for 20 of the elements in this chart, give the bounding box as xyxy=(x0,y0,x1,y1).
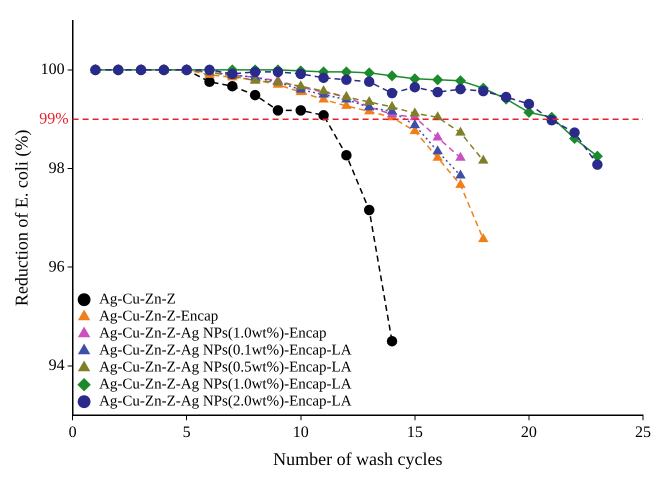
legend-label: Ag-Cu-Zn-Z-Ag NPs(1.0wt%)-Encap xyxy=(99,326,327,342)
legend-label: Ag-Cu-Zn-Z-Ag NPs(0.1wt%)-Encap-LA xyxy=(99,342,352,359)
y-tick-label: 100 xyxy=(40,61,65,78)
legend-label: Ag-Cu-Zn-Z xyxy=(99,292,176,308)
legend-label: Ag-Cu-Zn-Z-Ag NPs(1.0wt%)-Encap-LA xyxy=(99,376,352,393)
legend-label: Ag-Cu-Zn-Z-Ag NPs(0.5wt%)-Encap-LA xyxy=(99,360,352,376)
legend-label: Ag-Cu-Zn-Z-Ag NPs(2.0wt%)-Encap-LA xyxy=(99,394,352,410)
y-axis-title: Reduction of E. coli (%) xyxy=(12,130,32,306)
x-tick-label: 10 xyxy=(292,424,309,442)
x-tick-label: 25 xyxy=(635,424,651,442)
x-tick-label: 5 xyxy=(182,424,191,442)
x-axis-title: Number of wash cycles xyxy=(273,448,443,469)
x-tick-label: 0 xyxy=(68,424,77,442)
x-tick-label: 15 xyxy=(406,424,423,442)
x-tick-label: 20 xyxy=(520,424,537,442)
y-tick-label: 96 xyxy=(48,258,65,276)
ref-line-label: 99% xyxy=(39,110,69,128)
y-tick-label: 98 xyxy=(48,160,65,177)
y-tick-label: 94 xyxy=(48,357,65,374)
legend-label: Ag-Cu-Zn-Z-Encap xyxy=(99,308,218,325)
